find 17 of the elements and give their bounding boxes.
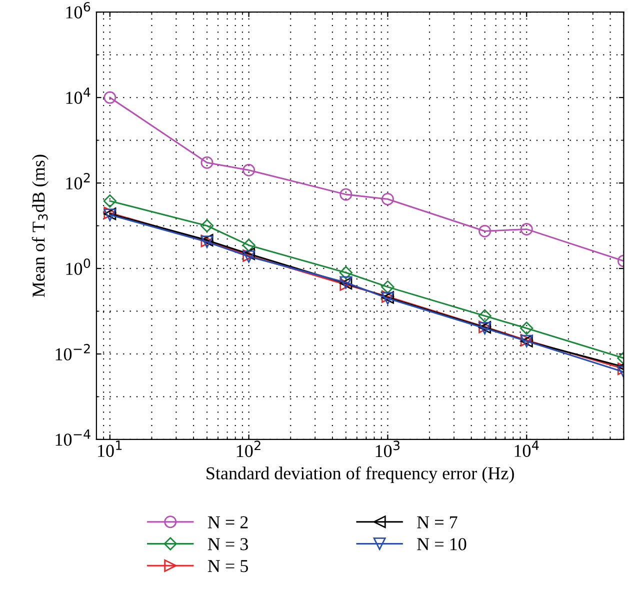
y-tick-label: 10$^{6}$: [66, 2, 90, 18]
x-tick-label: 10$^{3}$: [376, 440, 400, 458]
x-tick-label: 10$^{1}$: [98, 440, 122, 457]
y-tick-label: 10$^{0}$: [66, 258, 90, 275]
legend-label: N = 3: [208, 538, 248, 550]
x-tick-label: 10$^{4}$: [514, 440, 539, 457]
legend-label: N = 7: [417, 516, 458, 528]
y-tick-label: 10$^{2}$: [66, 172, 90, 190]
x-axis-title: Standard deviation of frequency error (Hz): [206, 466, 514, 484]
y-tick-label: 10$^{−2}$: [56, 344, 90, 360]
legend-label: N = 2: [208, 516, 248, 528]
legend-label: N = 10: [417, 538, 466, 550]
y-tick-label: 10$^{−4}$: [56, 430, 90, 446]
y-axis-title: Mean of T$_{3}$dB (ms): [32, 154, 48, 298]
legend-label: N = 5: [208, 560, 248, 572]
y-tick-label: 10$^{4}$: [66, 88, 90, 104]
x-tick-label: 10$^{2}$: [236, 440, 260, 458]
